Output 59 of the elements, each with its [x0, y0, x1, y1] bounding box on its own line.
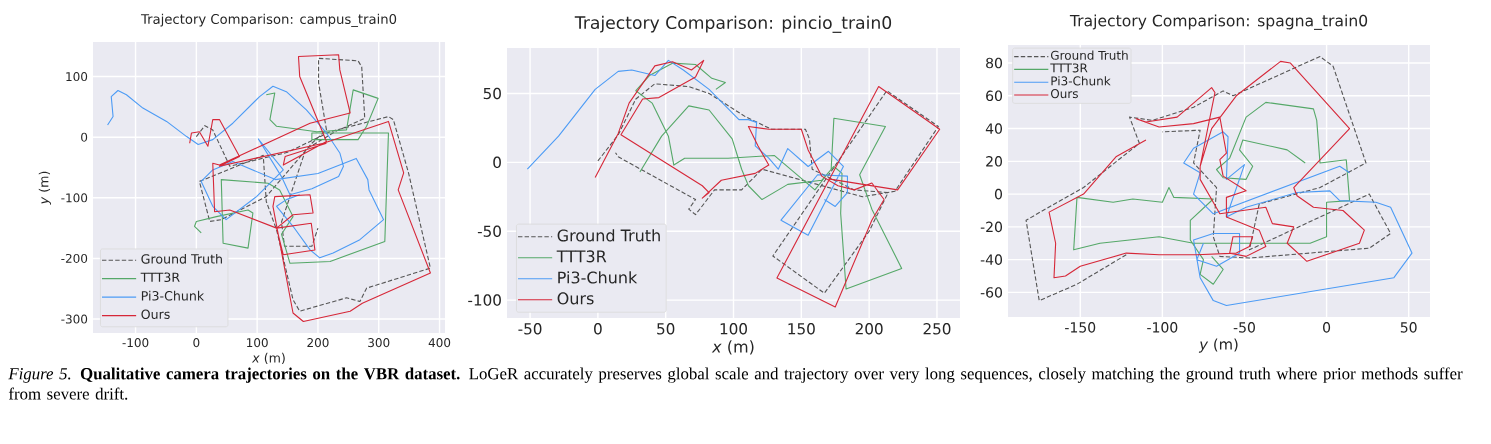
y-tick-label: 0: [493, 156, 501, 169]
y-tick-label: 0: [81, 132, 88, 142]
y-axis-title: y (m): [38, 171, 51, 205]
y-tick-label: -60: [980, 287, 1003, 298]
legend-label: Pi3-Chunk: [558, 271, 638, 284]
x-tick-label: 100: [247, 338, 268, 348]
y-tick-label: 40: [985, 123, 1003, 134]
x-tick-label: -100: [1147, 322, 1178, 333]
y-tick-label: 0: [994, 188, 1003, 200]
y-tick-label: -20: [980, 221, 1003, 233]
x-axis-title: x (m): [251, 352, 285, 365]
y-tick-label: -200: [61, 253, 88, 263]
legend-label: Ground Truth: [141, 253, 222, 264]
x-tick-label: 300: [368, 338, 390, 348]
x-tick-label: -150: [1065, 322, 1096, 333]
x-tick-label: 50: [657, 323, 675, 335]
x-tick-label: 150: [788, 323, 815, 335]
legend-label: Ground Truth: [1050, 50, 1128, 60]
x-tick-label: 0: [1323, 322, 1331, 333]
chart-title: Trajectory Comparison: campus_train0: [140, 13, 397, 27]
legend-label: Ours: [141, 309, 170, 319]
y-tick-label: -40: [980, 254, 1003, 265]
y-tick-label: 60: [986, 90, 1003, 102]
chart-title: Trajectory Comparison: spagna_train0: [1069, 14, 1368, 30]
x-tick-label: -50: [518, 323, 542, 335]
legend-label: TTT3R: [140, 272, 180, 283]
chart-title: Trajectory Comparison: pincio_train0: [574, 15, 892, 33]
x-tick-label: 50: [1400, 322, 1417, 333]
y-tick-label: 20: [986, 156, 1003, 167]
x-axis-title: x (m): [711, 340, 754, 355]
legend-label: TTT3R: [556, 250, 607, 263]
legend-label: Ours: [557, 292, 594, 305]
x-tick-label: 250: [923, 323, 951, 335]
y-tick-label: 100: [66, 72, 88, 82]
x-tick-label: 400: [428, 338, 451, 348]
x-tick-label: 200: [855, 323, 883, 335]
y-tick-label: -50: [477, 225, 501, 237]
legend-label: Ground Truth: [557, 229, 660, 242]
x-axis-title: y (m): [1198, 338, 1238, 353]
y-tick-label: 50: [483, 87, 501, 100]
x-tick-label: 0: [193, 338, 200, 348]
line-series: [1048, 60, 1365, 279]
y-tick-label: -100: [468, 294, 501, 306]
legend-label: TTT3R: [1050, 63, 1088, 73]
line-series: [193, 89, 390, 264]
y-tick-label: 80: [986, 57, 1003, 69]
legend-label: Ours: [1050, 89, 1078, 99]
text: Figure 5. Qualitative camera trajectories on the VBR dataset. LoGeR accurately preserves global scale and trajectory over very long sequences, closely matching the ground truth where prior methods suffer from severe drift.: [8, 367, 1463, 400]
x-tick-label: 200: [307, 338, 329, 348]
legend-label: Pi3-Chunk: [1051, 76, 1111, 86]
x-tick-label: 0: [594, 323, 602, 335]
line-series: [1073, 101, 1351, 285]
line-series: [1183, 131, 1413, 307]
x-tick-label: -50: [1233, 322, 1255, 333]
x-tick-label: -100: [122, 338, 149, 348]
x-tick-label: 100: [720, 323, 747, 335]
y-tick-label: -100: [61, 193, 88, 203]
y-tick-label: -300: [61, 314, 88, 324]
legend-label: Pi3-Chunk: [141, 290, 205, 301]
